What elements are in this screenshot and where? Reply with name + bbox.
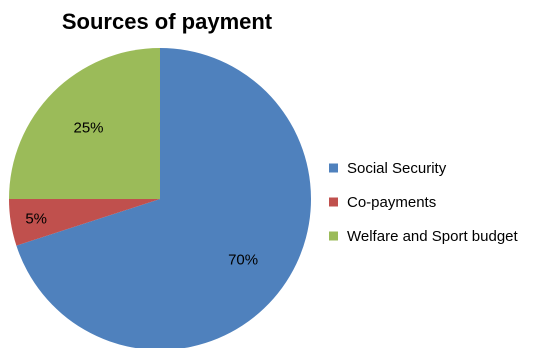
pie-slice-social-security <box>16 48 311 348</box>
legend-label-social-security: Social Security <box>347 160 447 177</box>
legend-swatch-co-payments <box>329 197 338 207</box>
legend-label-welfare-and-sport-budget: Welfare and Sport budget <box>347 228 519 245</box>
pie-slices <box>9 48 311 348</box>
legend-swatch-social-security <box>329 163 338 173</box>
legend: Social Security Co-payments Welfare and Sp… <box>329 160 519 245</box>
chart-title: Sources of payment <box>62 9 273 34</box>
data-label-welfare-and-sport-budget: 25% <box>73 120 103 137</box>
data-label-social-security: 70% <box>228 251 258 268</box>
pie-slice-welfare-and-sport-budget <box>9 48 160 199</box>
pie-slice-co-payments <box>9 199 160 246</box>
data-label-co-payments: 5% <box>25 211 47 228</box>
pie-data-labels: 70% 5% 25% <box>25 120 258 269</box>
legend-swatch-welfare-and-sport-budget <box>329 231 338 241</box>
legend-label-co-payments: Co-payments <box>347 194 436 211</box>
